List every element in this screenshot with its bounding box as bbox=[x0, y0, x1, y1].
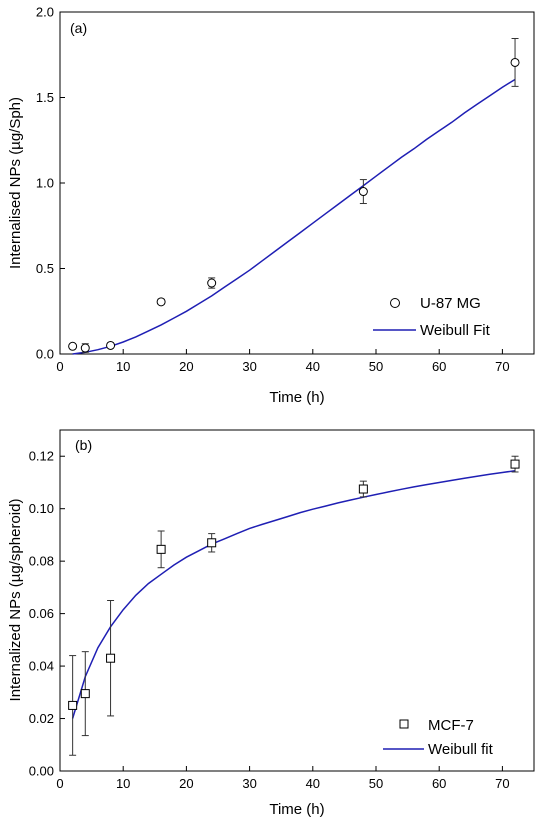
chart-panel-a: 0 10 20 30 40 50 60 70 0.0 0.5 1.0 1.5 2.0 (a) Time … bbox=[7, 5, 535, 406]
x-tick-label: 20 bbox=[179, 359, 193, 374]
x-tick-label: 50 bbox=[369, 776, 383, 791]
panel-label-b: (b) bbox=[75, 437, 92, 453]
y-tick-label: 0.00 bbox=[29, 764, 54, 779]
x-tick-label: 60 bbox=[432, 359, 446, 374]
data-point bbox=[207, 533, 217, 553]
x-tick-label: 70 bbox=[495, 359, 509, 374]
chart-panel-b: 0 10 20 30 40 50 60 70 0.00 0.02 0.04 0.06 0.08 0.10 0… bbox=[7, 429, 535, 818]
x-tick-label: 20 bbox=[179, 776, 193, 791]
x-tick-label: 70 bbox=[495, 776, 509, 791]
data-point bbox=[358, 480, 368, 498]
x-tick-label: 10 bbox=[116, 359, 130, 374]
x-tick-label: 30 bbox=[242, 776, 256, 791]
fit-line-b bbox=[71, 469, 516, 719]
legend-marker-u87 bbox=[390, 298, 400, 308]
x-tick-label: 60 bbox=[432, 776, 446, 791]
marker-square bbox=[358, 484, 368, 494]
panel-label-a: (a) bbox=[70, 20, 87, 36]
data-point bbox=[510, 455, 520, 473]
y-tick-label: 0.12 bbox=[29, 449, 54, 464]
y-tick-label: 1.0 bbox=[36, 176, 54, 191]
data-point bbox=[106, 600, 116, 717]
y-tick-label: 0.08 bbox=[29, 554, 54, 569]
marker-circle bbox=[207, 278, 217, 288]
x-tick-label: 50 bbox=[369, 359, 383, 374]
x-tick-label: 0 bbox=[56, 776, 63, 791]
y-tick-label: 0.10 bbox=[29, 501, 54, 516]
axes-b: 0 10 20 30 40 50 60 70 0.00 0.02 0.04 0.06 0.08 0.10 0… bbox=[29, 449, 510, 791]
legend-label-mcf7: MCF-7 bbox=[428, 717, 474, 734]
x-tick-label: 10 bbox=[116, 776, 130, 791]
legend-label-weibull-a: Weibull Fit bbox=[420, 322, 491, 339]
legend-a: U-87 MG Weibull Fit bbox=[373, 295, 491, 339]
axes-a: 0 10 20 30 40 50 60 70 0.0 0.5 1.0 1.5 2.0 bbox=[36, 5, 510, 375]
marker-circle bbox=[510, 57, 520, 67]
y-tick-label: 0.04 bbox=[29, 659, 54, 674]
marker-circle bbox=[106, 340, 116, 350]
data-point bbox=[156, 530, 166, 569]
y-tick-label: 2.0 bbox=[36, 5, 54, 20]
x-axis-title-b: Time (h) bbox=[269, 801, 324, 818]
y-tick-label: 0.06 bbox=[29, 606, 54, 621]
legend-b: MCF-7 Weibull fit bbox=[383, 717, 494, 758]
marker-circle bbox=[80, 343, 90, 353]
data-point bbox=[510, 38, 520, 87]
y-tick-label: 1.5 bbox=[36, 90, 54, 105]
y-tick-label: 0.02 bbox=[29, 711, 54, 726]
legend-label-weibull-b: Weibull fit bbox=[428, 741, 494, 758]
data-point bbox=[156, 297, 166, 307]
y-axis-title-b: Internalized NPs (µg/spheroid) bbox=[7, 499, 24, 702]
series-a bbox=[68, 38, 520, 355]
y-tick-label: 0.0 bbox=[36, 347, 54, 362]
fit-line-a bbox=[72, 78, 516, 355]
series-b bbox=[68, 455, 520, 756]
marker-square bbox=[68, 700, 78, 710]
y-tick-label: 0.5 bbox=[36, 261, 54, 276]
plot-area-b bbox=[59, 429, 535, 772]
x-tick-label: 40 bbox=[306, 776, 320, 791]
marker-square bbox=[510, 459, 520, 469]
marker-square bbox=[106, 653, 116, 663]
x-tick-label: 30 bbox=[242, 359, 256, 374]
marker-square bbox=[80, 689, 90, 699]
marker-circle bbox=[156, 297, 166, 307]
marker-square bbox=[156, 544, 166, 554]
legend-label-u87: U-87 MG bbox=[420, 295, 481, 312]
data-point bbox=[80, 343, 90, 353]
marker-square bbox=[207, 538, 217, 548]
x-tick-label: 0 bbox=[56, 359, 63, 374]
legend-marker-mcf7 bbox=[399, 719, 409, 729]
data-point bbox=[358, 179, 368, 205]
x-tick-label: 40 bbox=[306, 359, 320, 374]
marker-circle bbox=[358, 187, 368, 197]
data-point bbox=[68, 341, 78, 351]
x-axis-title-a: Time (h) bbox=[269, 389, 324, 406]
data-point bbox=[68, 655, 78, 756]
y-axis-title-a: Internalised NPs (µg/Sph) bbox=[7, 97, 24, 269]
marker-circle bbox=[68, 341, 78, 351]
data-point bbox=[80, 651, 90, 737]
data-point bbox=[106, 340, 116, 350]
data-point bbox=[207, 277, 217, 289]
